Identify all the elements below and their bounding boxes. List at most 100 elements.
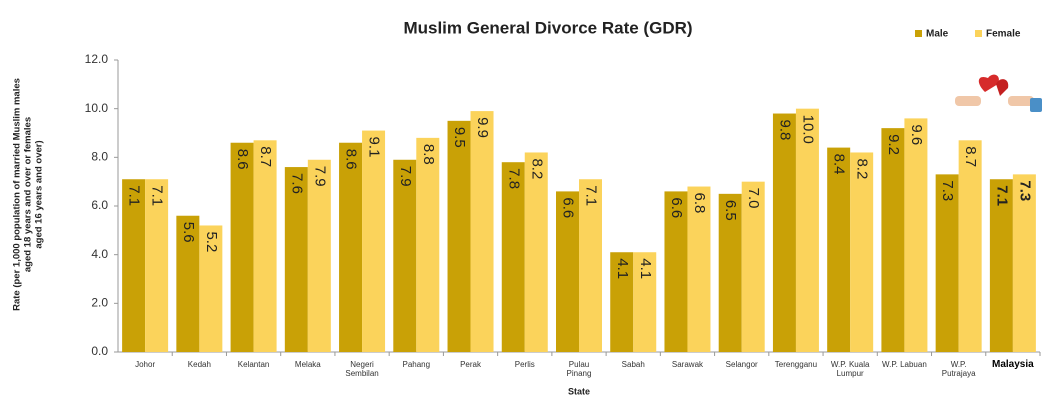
value-label: 5.2 xyxy=(203,231,220,252)
x-tick-label: W.P. Kuala Lumpur xyxy=(830,360,870,378)
bar xyxy=(772,113,796,353)
y-axis-label-line: Rate (per 1,000 population of married Mu… xyxy=(11,78,23,311)
x-tick-label: Perlis xyxy=(514,360,535,369)
bar xyxy=(253,140,277,352)
bar xyxy=(556,191,579,352)
value-label: 9.2 xyxy=(885,134,902,155)
bar xyxy=(447,120,471,352)
value-label: 7.9 xyxy=(311,166,328,187)
bar xyxy=(579,179,602,352)
value-label: 7.0 xyxy=(745,188,762,209)
y-tick-label: 6.0 xyxy=(91,198,108,212)
y-tick-label: 0.0 xyxy=(91,344,108,358)
value-label: 8.2 xyxy=(854,158,871,179)
bar xyxy=(393,159,417,352)
value-label: 9.5 xyxy=(451,127,468,148)
value-label: 7.1 xyxy=(993,185,1010,206)
value-label: 8.6 xyxy=(234,149,251,170)
legend-label: Male xyxy=(926,29,949,40)
value-label: 5.6 xyxy=(180,222,197,243)
bar xyxy=(230,142,254,352)
x-axis-label: State xyxy=(568,386,590,396)
value-label: 9.8 xyxy=(776,120,793,141)
value-label: 8.8 xyxy=(420,144,437,165)
bar xyxy=(339,142,363,352)
x-tick-label: W.P. Labuan xyxy=(882,360,927,369)
value-label: 8.6 xyxy=(343,149,360,170)
legend-swatch xyxy=(915,30,922,37)
value-label: 7.1 xyxy=(126,185,143,206)
x-tick-label: Sarawak xyxy=(671,360,704,369)
value-label: 4.1 xyxy=(614,258,631,279)
bar xyxy=(687,186,711,352)
value-label: 6.6 xyxy=(560,197,577,218)
x-tick-label: Selangor xyxy=(725,360,758,369)
bar xyxy=(199,225,223,352)
bar xyxy=(827,147,851,352)
bar xyxy=(989,179,1013,352)
y-axis-label: Rate (per 1,000 population of married Mu… xyxy=(12,55,45,335)
bar xyxy=(904,118,928,353)
value-label: 7.6 xyxy=(288,173,305,194)
legend-swatch xyxy=(975,30,982,37)
x-tick-label: Melaka xyxy=(294,360,321,369)
value-label: 8.7 xyxy=(257,146,274,167)
value-label: 7.9 xyxy=(397,166,414,187)
value-label: 6.6 xyxy=(668,197,685,218)
bar xyxy=(501,162,525,352)
chart-title: Muslim General Divorce Rate (GDR) xyxy=(403,18,692,37)
x-tick-label: Johor xyxy=(135,360,156,369)
x-tick-label: Perak xyxy=(460,360,481,369)
value-label: 7.3 xyxy=(1016,180,1033,201)
x-tick-label: Sabah xyxy=(621,360,645,369)
value-label: 10.0 xyxy=(799,115,816,144)
bar xyxy=(795,108,819,353)
bar xyxy=(284,167,308,352)
bar xyxy=(176,215,200,352)
value-label: 6.5 xyxy=(722,200,739,221)
value-label: 9.1 xyxy=(366,137,383,158)
bar xyxy=(741,181,765,352)
y-axis-label-line: aged 16 years and over) xyxy=(33,140,45,249)
x-tick-label: Negeri Sembilan xyxy=(345,360,379,378)
y-axis-label-line: aged 18 years and over or females xyxy=(22,116,34,273)
bar xyxy=(307,159,331,352)
value-label: 8.7 xyxy=(962,146,979,167)
y-tick-label: 2.0 xyxy=(91,296,108,310)
bar xyxy=(935,174,959,352)
x-tick-label: Pulau Pinang xyxy=(566,360,592,378)
value-label: 7.3 xyxy=(939,180,956,201)
icon xyxy=(955,74,1042,112)
value-label: 9.9 xyxy=(474,117,491,138)
bar xyxy=(145,179,169,352)
bar xyxy=(850,152,874,352)
x-tick-label: Kedah xyxy=(187,360,211,369)
x-tick-label: Terengganu xyxy=(774,360,818,369)
bar xyxy=(958,140,982,352)
value-label: 7.8 xyxy=(505,168,522,189)
value-label: 7.1 xyxy=(149,185,166,206)
bar xyxy=(416,137,440,352)
x-tick-label: Kelantan xyxy=(237,360,270,369)
bar xyxy=(610,252,634,352)
bar xyxy=(633,252,657,352)
legend-label: Female xyxy=(986,29,1021,40)
bar xyxy=(470,111,494,352)
value-label: 7.1 xyxy=(583,185,600,206)
bar xyxy=(362,130,386,352)
bar xyxy=(122,179,146,352)
y-tick-label: 12.0 xyxy=(85,52,109,66)
x-tick-label: Pahang xyxy=(402,360,431,369)
value-label: 8.2 xyxy=(528,158,545,179)
value-label: 9.6 xyxy=(908,124,925,145)
x-tick-label: Malaysia xyxy=(992,359,1034,370)
bar xyxy=(524,152,548,352)
value-label: 8.4 xyxy=(831,154,848,175)
bar xyxy=(881,128,905,352)
x-tick-label: W.P. Putrajaya xyxy=(941,360,976,378)
value-label: 4.1 xyxy=(637,258,654,279)
bar xyxy=(664,191,688,352)
y-tick-label: 10.0 xyxy=(85,101,109,115)
